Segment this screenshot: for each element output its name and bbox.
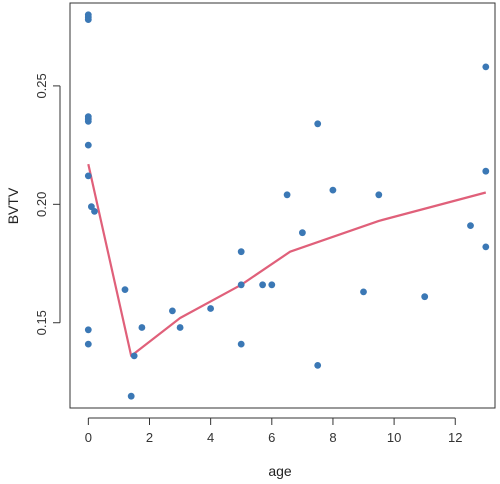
data-point-24 bbox=[283, 191, 291, 199]
data-point-32 bbox=[467, 222, 474, 230]
x-tick-label-2: 4 bbox=[207, 430, 214, 445]
data-point-22 bbox=[259, 281, 266, 289]
x-axis-title: age bbox=[268, 463, 292, 479]
data-point-18 bbox=[207, 305, 215, 312]
data-point-21 bbox=[237, 340, 245, 348]
data-point-30 bbox=[375, 191, 383, 199]
x-tick-label-0: 0 bbox=[85, 430, 92, 445]
data-point-26 bbox=[314, 120, 322, 128]
data-point-34 bbox=[482, 167, 490, 175]
data-point-28 bbox=[329, 186, 337, 194]
data-point-11 bbox=[84, 340, 92, 348]
points-layer bbox=[84, 11, 490, 400]
data-point-19 bbox=[237, 248, 245, 256]
data-point-17 bbox=[176, 324, 184, 331]
x-tick-label-1: 2 bbox=[146, 430, 153, 445]
y-tick-label-0: 0.15 bbox=[34, 310, 49, 335]
data-point-25 bbox=[299, 229, 306, 237]
data-point-35 bbox=[482, 243, 490, 251]
data-point-15 bbox=[138, 324, 146, 331]
data-point-9 bbox=[91, 208, 98, 215]
x-tick-label-5: 10 bbox=[387, 430, 401, 445]
x-tick-label-3: 6 bbox=[268, 430, 275, 445]
data-point-5 bbox=[84, 118, 92, 125]
data-point-14 bbox=[127, 392, 135, 400]
data-point-31 bbox=[421, 293, 429, 301]
y-axis: 0.15 0.20 0.25 bbox=[34, 73, 61, 335]
data-point-16 bbox=[169, 307, 176, 315]
data-point-29 bbox=[360, 288, 367, 296]
data-point-12 bbox=[121, 286, 129, 293]
y-tick-label-1: 0.20 bbox=[34, 192, 49, 217]
data-point-27 bbox=[314, 362, 322, 369]
data-point-6 bbox=[84, 141, 92, 149]
data-point-10 bbox=[84, 326, 92, 334]
x-tick-label-6: 12 bbox=[448, 430, 462, 445]
data-point-33 bbox=[482, 63, 490, 71]
data-point-2 bbox=[84, 16, 92, 23]
x-axis: 0 2 4 6 8 10 12 bbox=[85, 417, 462, 445]
x-tick-label-4: 8 bbox=[329, 430, 336, 445]
data-point-7 bbox=[84, 172, 92, 180]
y-axis-title: BVTV bbox=[5, 187, 21, 224]
data-point-20 bbox=[237, 281, 245, 289]
data-point-23 bbox=[268, 281, 276, 289]
y-tick-label-2: 0.25 bbox=[34, 73, 49, 98]
plot-frame bbox=[69, 2, 496, 409]
data-point-13 bbox=[130, 352, 138, 360]
